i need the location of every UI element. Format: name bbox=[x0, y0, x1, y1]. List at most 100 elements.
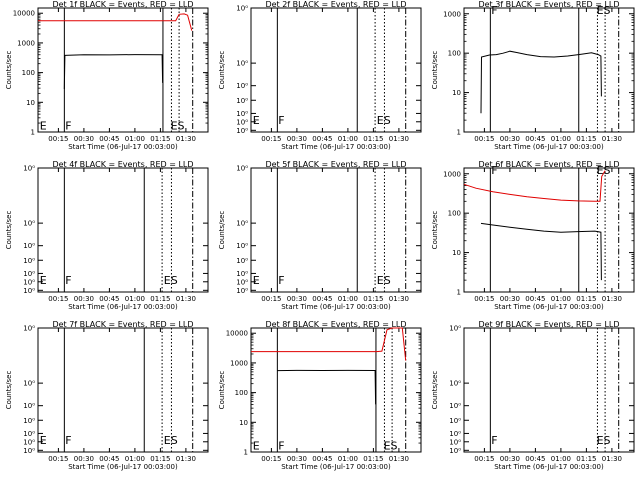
x-tick-label: 01:15 bbox=[363, 135, 383, 143]
panel-det-8: Det 8f BLACK = Events, RED = LLD 00:15 00:… bbox=[218, 320, 422, 471]
series-lld-line bbox=[38, 13, 193, 31]
y-tick-label: 10 bbox=[26, 99, 35, 107]
x-axis-label: Start Time (06-Jul-17 00:03:00) bbox=[494, 303, 604, 311]
x-tick-label: 00:45 bbox=[312, 455, 332, 463]
y-tick-label: 1000 bbox=[443, 170, 461, 178]
plot-frame bbox=[250, 167, 422, 293]
y-tick-label: 10⁰ bbox=[236, 5, 248, 13]
y-tick-label: 10⁰ bbox=[23, 287, 35, 295]
x-tick-label: 01:15 bbox=[363, 295, 383, 303]
plot-frame bbox=[463, 7, 635, 133]
y-tick-label: 1 bbox=[31, 129, 35, 137]
y-tick-label: 10⁰ bbox=[236, 242, 248, 250]
x-tick-label: 01:30 bbox=[176, 455, 196, 463]
x-tick-label: 00:15 bbox=[474, 135, 494, 143]
y-tick-label: 1 bbox=[457, 129, 461, 137]
x-tick-label: 01:15 bbox=[576, 455, 596, 463]
y-tick-label: 10⁰ bbox=[23, 165, 35, 173]
y-tick-label: 10⁰ bbox=[23, 270, 35, 278]
x-tick-label: 00:15 bbox=[48, 295, 68, 303]
y-tick-label: 100 bbox=[448, 210, 461, 218]
x-axis-label: Start Time (06-Jul-17 00:03:00) bbox=[68, 463, 178, 471]
series-lld-line bbox=[251, 327, 407, 361]
plot-frame bbox=[250, 7, 422, 133]
y-tick-label: 10⁰ bbox=[23, 430, 35, 438]
x-tick-label: 01:00 bbox=[551, 295, 571, 303]
marker-label-f: F bbox=[491, 434, 497, 447]
y-tick-label: 10⁰ bbox=[449, 438, 461, 446]
x-tick-label: 01:00 bbox=[125, 295, 145, 303]
series-lld-line bbox=[463, 170, 606, 202]
marker-label-f: F bbox=[65, 434, 71, 447]
x-tick-label: 01:30 bbox=[389, 295, 409, 303]
x-tick-label: 01:30 bbox=[389, 135, 409, 143]
x-tick-label: 01:30 bbox=[602, 135, 622, 143]
x-tick-label: 00:15 bbox=[48, 455, 68, 463]
y-tick-label: 10⁰ bbox=[449, 325, 461, 333]
y-tick-label: 100 bbox=[22, 69, 35, 77]
plot-frame bbox=[37, 167, 209, 293]
x-axis-label: Start Time (06-Jul-17 00:03:00) bbox=[494, 143, 604, 151]
x-tick-label: 01:30 bbox=[602, 455, 622, 463]
y-tick-label: 10 bbox=[452, 249, 461, 257]
panel-title: Det 9f BLACK = Events, RED = LLD bbox=[478, 320, 619, 329]
x-tick-label: 01:15 bbox=[150, 455, 170, 463]
marker-label-f: F bbox=[491, 164, 497, 177]
x-tick-label: 00:15 bbox=[48, 135, 68, 143]
panel-title: Det 3f BLACK = Events, RED = LLD bbox=[478, 0, 619, 9]
x-tick-label: 01:00 bbox=[338, 295, 358, 303]
marker-label-f: F bbox=[65, 120, 71, 133]
marker-label-f: F bbox=[278, 274, 284, 287]
marker-label-es: ES bbox=[164, 274, 178, 287]
x-tick-label: 00:30 bbox=[74, 455, 94, 463]
x-tick-label: 00:15 bbox=[261, 295, 281, 303]
y-tick-label: 10⁰ bbox=[23, 417, 35, 425]
y-tick-label: 10⁰ bbox=[236, 97, 248, 105]
panel-det-9: Det 9f BLACK = Events, RED = LLD 00:15 00:… bbox=[431, 320, 635, 471]
y-tick-label: 10⁰ bbox=[23, 220, 35, 228]
y-axis-label: Counts/sec bbox=[431, 211, 439, 250]
x-tick-label: 00:45 bbox=[99, 135, 119, 143]
y-tick-label: 1 bbox=[457, 289, 461, 297]
y-tick-label: 10⁰ bbox=[236, 220, 248, 228]
y-tick-label: 10 bbox=[452, 89, 461, 97]
x-tick-label: 00:30 bbox=[500, 295, 520, 303]
x-axis-label: Start Time (06-Jul-17 00:03:00) bbox=[68, 143, 178, 151]
y-tick-label: 10⁰ bbox=[449, 380, 461, 388]
y-tick-label: 1 bbox=[244, 449, 248, 457]
marker-label-es: ES bbox=[597, 4, 611, 17]
y-tick-label: 1000 bbox=[230, 359, 248, 367]
x-tick-label: 00:45 bbox=[525, 295, 545, 303]
y-tick-label: 10⁰ bbox=[236, 278, 248, 286]
marker-label-es: ES bbox=[597, 164, 611, 177]
x-tick-label: 00:45 bbox=[525, 455, 545, 463]
y-tick-label: 10⁰ bbox=[23, 402, 35, 410]
x-tick-label: 00:15 bbox=[474, 455, 494, 463]
y-tick-label: 1000 bbox=[17, 39, 35, 47]
marker-label-es: ES bbox=[164, 434, 178, 447]
marker-label-e: E bbox=[40, 434, 47, 447]
x-tick-label: 00:45 bbox=[99, 455, 119, 463]
x-tick-label: 01:15 bbox=[576, 135, 596, 143]
x-tick-label: 01:00 bbox=[551, 135, 571, 143]
x-tick-label: 01:30 bbox=[176, 135, 196, 143]
y-tick-label: 10⁰ bbox=[236, 257, 248, 265]
y-axis-label: Counts/sec bbox=[5, 211, 13, 250]
y-tick-label: 10⁰ bbox=[449, 447, 461, 455]
x-tick-label: 00:30 bbox=[287, 455, 307, 463]
x-tick-label: 00:45 bbox=[312, 135, 332, 143]
y-tick-label: 10⁰ bbox=[236, 165, 248, 173]
x-tick-label: 01:30 bbox=[389, 455, 409, 463]
x-tick-label: 01:00 bbox=[338, 135, 358, 143]
panel-det-2: Det 2f BLACK = Events, RED = LLD 00:15 00:… bbox=[218, 0, 422, 151]
panel-title: Det 4f BLACK = Events, RED = LLD bbox=[52, 160, 193, 169]
y-tick-label: 10⁰ bbox=[23, 325, 35, 333]
y-axis-label: Counts/sec bbox=[218, 211, 226, 250]
panel-title: Det 5f BLACK = Events, RED = LLD bbox=[265, 160, 406, 169]
y-tick-label: 10 bbox=[239, 419, 248, 427]
y-tick-label: 10⁰ bbox=[23, 438, 35, 446]
x-tick-label: 00:15 bbox=[261, 455, 281, 463]
series-events-line bbox=[63, 54, 164, 90]
x-tick-label: 01:15 bbox=[150, 135, 170, 143]
panel-det-5: Det 5f BLACK = Events, RED = LLD 00:15 00:… bbox=[218, 160, 422, 311]
